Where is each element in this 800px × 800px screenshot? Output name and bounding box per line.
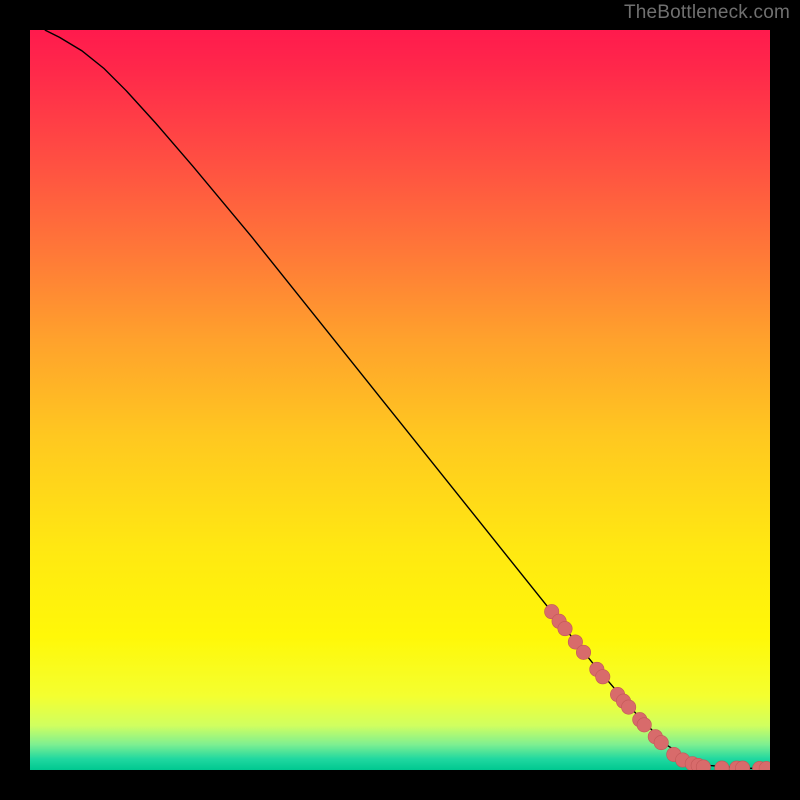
data-marker bbox=[621, 700, 635, 714]
data-marker bbox=[637, 718, 651, 732]
data-marker bbox=[558, 621, 572, 635]
attribution-text: TheBottleneck.com bbox=[624, 2, 790, 24]
data-marker bbox=[715, 761, 729, 770]
data-marker bbox=[654, 735, 668, 749]
plot-overlay bbox=[30, 30, 770, 770]
chart-frame: TheBottleneck.com bbox=[0, 0, 800, 800]
data-marker bbox=[576, 645, 590, 659]
plot-area bbox=[30, 30, 770, 770]
curve-line bbox=[45, 30, 770, 769]
data-marker bbox=[596, 670, 610, 684]
